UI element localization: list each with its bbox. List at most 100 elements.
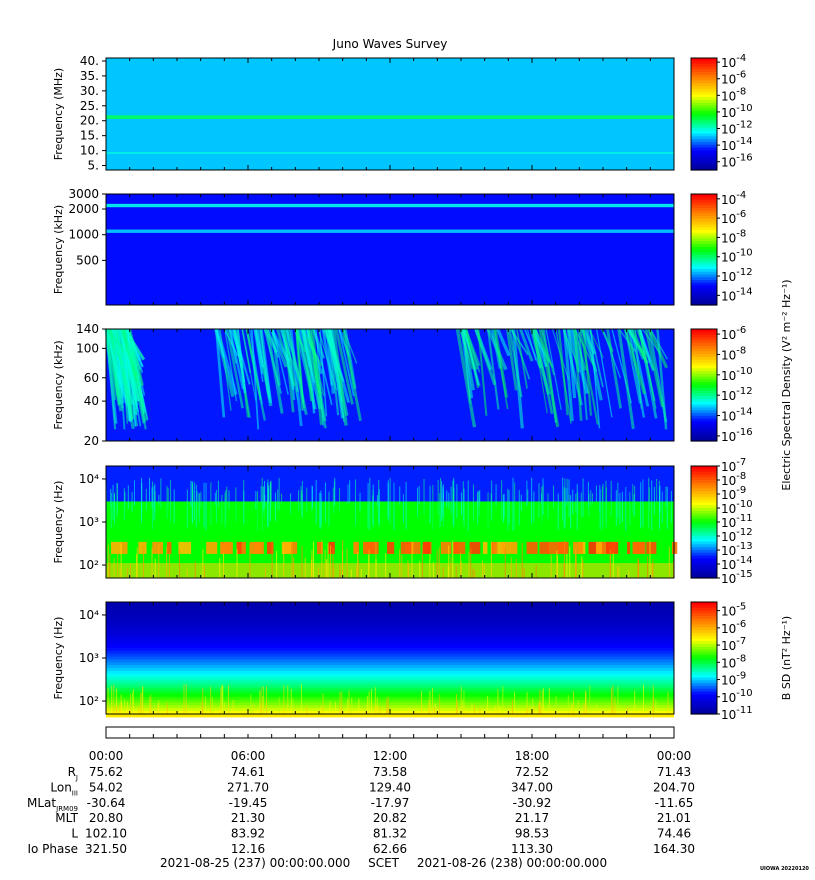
emission-streak: [241, 328, 252, 373]
y-tick-label: 25.: [80, 99, 99, 113]
burst-patch: [469, 541, 481, 554]
colorbar-segment: [691, 205, 717, 209]
gradient-strip: [106, 682, 674, 686]
ephemeris-value: 62.66: [373, 842, 407, 856]
emission-streak: [125, 328, 138, 416]
colorbar-tick-label: 10-15: [721, 569, 753, 586]
burst-patch: [249, 541, 262, 554]
burst-patch: [501, 541, 512, 554]
burst-patch: [178, 541, 192, 554]
chart-title: Juno Waves Survey: [332, 37, 448, 51]
gradient-strip: [106, 650, 674, 655]
colorbar-segment: [691, 604, 717, 609]
burst-patch: [497, 541, 505, 554]
ephemeris-row-label: LonIII: [50, 780, 78, 797]
emission-streak: [532, 328, 548, 414]
colorbar-segment: [691, 572, 717, 576]
colorbar-segment: [691, 357, 717, 361]
colorbar-segment: [691, 547, 717, 551]
emission-streak: [606, 328, 622, 409]
emission-streak: [477, 328, 488, 416]
colorbar-segment: [691, 329, 717, 333]
colorbar-segment: [691, 488, 717, 492]
colorbar-tick-label: 10-6: [721, 325, 746, 342]
burst-patch: [111, 541, 122, 554]
colorbar-segment: [691, 94, 717, 98]
colorbar-segment: [691, 415, 717, 420]
burst-patch: [166, 541, 172, 554]
burst-patch: [605, 541, 619, 554]
gradient-strip: [106, 627, 674, 632]
colorbar-segment: [691, 249, 717, 253]
emission-streak: [460, 328, 474, 399]
ephemeris-value: 75.62: [89, 765, 123, 779]
colorbar-segment: [691, 291, 717, 295]
colorbar-segment: [691, 533, 717, 537]
emission-streak: [486, 328, 500, 410]
colorbar-segment: [691, 241, 717, 245]
emission-streak: [511, 328, 524, 429]
y-axis-label: Frequency (Hz): [52, 481, 65, 564]
colorbar-segment: [691, 385, 717, 389]
ephemeris-value: 83.92: [231, 827, 265, 841]
y-tick-label: 10²: [79, 558, 99, 572]
colorbar-segment: [691, 150, 717, 154]
colorbar-tick-label: 10-14: [721, 407, 753, 424]
gradient-strip: [106, 691, 674, 695]
colorbar-segment: [691, 156, 717, 160]
gradient-strip: [106, 673, 674, 678]
colorbar-segment: [691, 83, 717, 87]
colorbar-tick-label: 10-9: [721, 671, 746, 688]
colorbar-segment: [691, 607, 717, 611]
colorbar-tick-label: 10-7: [721, 636, 746, 653]
colorbar-segment: [691, 432, 717, 436]
emission-streak: [533, 328, 554, 415]
emission-streak: [644, 328, 664, 408]
spectrogram-panel-1: 5.10.15.20.25.30.35.40. Frequency (MHz) 10…: [52, 53, 753, 172]
emission-streak: [573, 328, 583, 421]
colorbar-segment: [691, 235, 717, 239]
colorbar-segment: [691, 142, 717, 146]
colorbar-segment: [691, 280, 717, 284]
colorbar-segment: [691, 202, 717, 206]
colorbar-segment: [691, 552, 717, 557]
y-tick-label: 2000: [68, 202, 99, 216]
colorbar-segment: [691, 213, 717, 217]
emission-streak: [271, 328, 281, 386]
colorbar-segment: [691, 618, 717, 623]
y-tick-label: 20: [84, 434, 99, 448]
emission-streak: [631, 328, 648, 363]
burst-patch: [387, 541, 395, 554]
colorbar-segment: [691, 371, 717, 375]
colorbar-segment: [691, 399, 717, 403]
burst-patch: [362, 541, 376, 554]
colorbar-segment: [691, 429, 717, 434]
colorbar-tick-label: 10-16: [721, 427, 753, 444]
colorbar-segment: [691, 471, 717, 475]
colorbar-segment: [691, 257, 717, 262]
emission-streak: [526, 328, 537, 361]
gradient-strip: [106, 679, 674, 683]
colorbar-tick-label: 10-6: [721, 209, 746, 226]
burst-patch: [152, 541, 164, 554]
colorbar-segment: [691, 210, 717, 215]
colorbar-segment: [691, 136, 717, 140]
colorbar-segment: [691, 97, 717, 101]
emission-streak: [600, 328, 614, 352]
emission-streak: [496, 328, 511, 357]
colorbar-segment: [691, 224, 717, 228]
emission-streak: [582, 328, 593, 416]
y-tick-label: 35.: [80, 69, 99, 83]
ephemeris-value: -11.65: [655, 796, 694, 810]
colorbar-segment: [691, 655, 717, 659]
burst-patch: [482, 541, 488, 554]
spectrogram-panel-3: 20 40 60 100 140 Frequency (kHz) 10-6 10-8 10-10…: [52, 279, 793, 490]
burst-patch: [400, 541, 413, 554]
colorbar-segment: [691, 263, 717, 267]
colorbar-segment: [691, 246, 717, 251]
colorbar-tick-label: 10-10: [721, 688, 753, 705]
colorbar-segment: [691, 238, 717, 242]
time-tick-label: 00:00: [657, 749, 692, 763]
colorbar-tick-label: 10-11: [721, 705, 753, 722]
ephemeris-row-label: L: [71, 827, 78, 841]
